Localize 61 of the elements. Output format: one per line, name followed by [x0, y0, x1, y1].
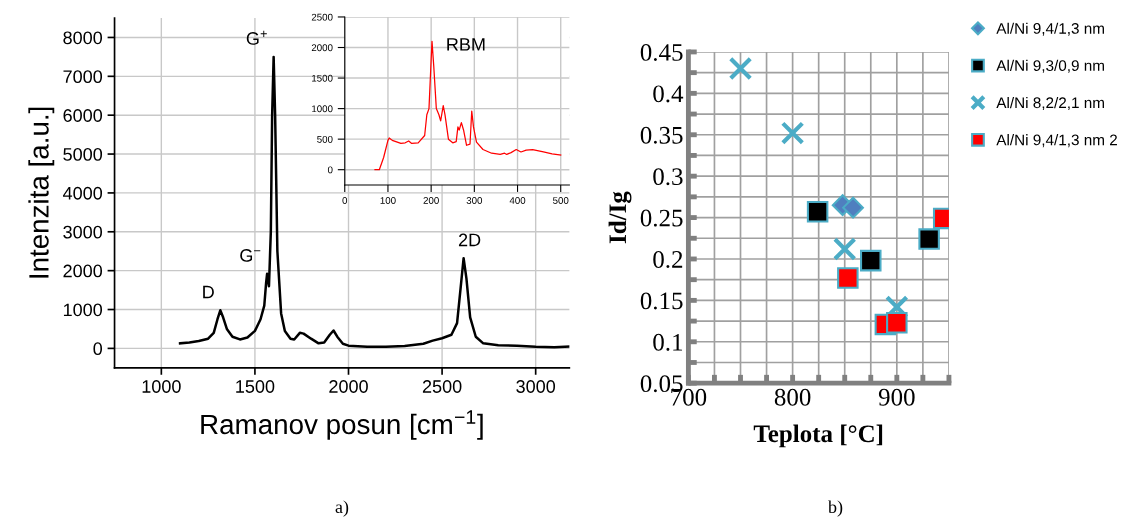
- y-tick-label: 0.45: [640, 43, 683, 61]
- x-tick-label: 400: [509, 197, 526, 204]
- point: [918, 228, 940, 250]
- x-tick-label: 200: [423, 197, 439, 204]
- text: b): [827, 500, 843, 517]
- y-tick-label: 0: [93, 342, 103, 356]
- annotation: D: [203, 285, 214, 299]
- y-axis-title: Intenzita [a.u.]: [28, 107, 55, 278]
- line-series: [374, 40, 562, 171]
- x-tick-label: 800: [774, 388, 811, 406]
- point: [886, 311, 908, 334]
- y-axis-title: Id/Ig: [608, 191, 632, 244]
- y-tick-label: 1000: [63, 303, 103, 317]
- legend-label: Al/Ni 9,4/1,3 nm: [996, 22, 1104, 36]
- point: [780, 121, 805, 145]
- point: [842, 196, 864, 219]
- y-tick-label: 7000: [63, 70, 103, 84]
- y-tick-label: 3000: [63, 225, 103, 239]
- y-tick-label: 4000: [62, 186, 103, 200]
- y-tick-label: 6000: [63, 109, 103, 122]
- y-tick-label: 2500: [311, 13, 333, 21]
- point: [860, 249, 882, 272]
- legend-label: Al/Ni 9,4/1,3 nm 2: [996, 134, 1117, 148]
- y-tick-label: 0.35: [640, 126, 683, 144]
- legend-label: Al/Ni 9,3/0,9 nm: [996, 59, 1104, 73]
- x-tick-label: 900: [878, 388, 915, 406]
- y-tick-label: 0: [327, 166, 333, 174]
- y-tick-label: 0.1: [653, 333, 683, 351]
- x-tick-label: 3000: [516, 380, 556, 393]
- x-axis-title: Teplota [°C]: [753, 424, 883, 448]
- x-tick-label: 1000: [142, 380, 181, 393]
- x-axis-title: Ramanov posun [cm$^{−1}$]: [201, 410, 483, 440]
- x-tick-label: 2500: [422, 380, 462, 393]
- y-tick-label: 0.15: [640, 292, 683, 310]
- annotation: RBM: [447, 38, 485, 51]
- y-tick-label: 0.3: [653, 168, 683, 186]
- y-tick-label: 500: [317, 135, 333, 143]
- y-tick-label: 0.25: [640, 209, 683, 227]
- y-tick-label: 2000: [311, 44, 333, 52]
- annotation: G$^{−}$: [240, 249, 261, 262]
- text: a): [335, 500, 349, 517]
- y-tick-label: 2000: [63, 264, 103, 278]
- x-tick-label: 300: [466, 197, 483, 204]
- y-tick-label: 8000: [63, 31, 103, 45]
- x-tick-label: 100: [380, 197, 396, 204]
- point: [806, 201, 829, 223]
- x-tick-label: 2000: [329, 380, 368, 393]
- legend-label: Al/Ni 8,2/2,1 nm: [996, 96, 1104, 110]
- y-tick-label: 5000: [63, 147, 103, 161]
- x-tick-label: 0: [342, 197, 348, 204]
- point: [837, 267, 859, 289]
- y-tick-label: 1500: [312, 74, 333, 82]
- point: [832, 237, 857, 261]
- point: [728, 56, 753, 81]
- y-tick-label: 0.4: [653, 85, 684, 103]
- x-tick-label: 1500: [236, 380, 275, 393]
- y-tick-label: 0.2: [653, 251, 683, 268]
- annotation: 2D: [458, 233, 481, 247]
- annotation: G$^{+}$: [246, 30, 267, 45]
- x-tick-label: 500: [553, 197, 569, 204]
- y-tick-label: 1000: [312, 105, 333, 113]
